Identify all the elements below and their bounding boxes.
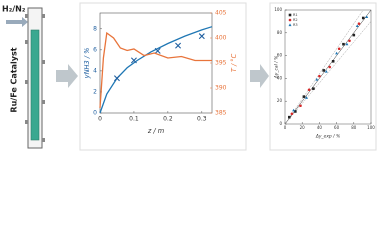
- x-tick-label: 80: [351, 125, 357, 130]
- y-tick-label: 100: [274, 7, 282, 12]
- plot-frame: [284, 9, 372, 125]
- data-point: [175, 42, 182, 49]
- flow-arrow: [56, 64, 78, 88]
- x-tick-label: 40: [317, 125, 323, 130]
- data-point: [302, 95, 306, 98]
- y-axis-label: yNH3 / %: [83, 48, 91, 80]
- y2-tick-label: 405: [215, 10, 227, 17]
- data-point: [299, 104, 302, 108]
- data-point: [288, 115, 291, 119]
- data-point: [154, 47, 161, 54]
- feed-label: H₂/N₂: [2, 5, 26, 14]
- data-point: [355, 24, 359, 28]
- y-tick-label: 40: [277, 75, 283, 80]
- data-point: [337, 47, 341, 51]
- data-point: [357, 22, 361, 25]
- data-point: [312, 87, 315, 90]
- data-point: [348, 39, 351, 43]
- x-tick-label: 0: [284, 125, 287, 130]
- x-tick-label: 0.2: [163, 116, 173, 123]
- data-point: [130, 57, 137, 64]
- y-tick-label: 80: [277, 30, 283, 35]
- panel: [79, 2, 247, 151]
- y-tick-label: 2: [93, 88, 97, 95]
- legend-label: R3: [293, 23, 298, 27]
- lower-bound: [284, 21, 372, 125]
- data-point: [335, 51, 339, 55]
- x-tick-label: 20: [300, 125, 306, 130]
- data-point: [290, 112, 294, 116]
- y-tick-label: 6: [93, 46, 97, 53]
- x-axis-label: Δy_exp / %: [315, 134, 340, 140]
- data-point: [345, 42, 349, 46]
- data-point: [292, 108, 296, 112]
- x-tick-label: 0: [98, 116, 102, 123]
- catalyst-label: Ru/Fe Catalyst: [10, 47, 19, 112]
- data-point: [365, 15, 369, 18]
- data-point: [198, 33, 205, 40]
- x-tick-label: 0.3: [197, 116, 207, 123]
- x-tick-label: 100: [367, 125, 375, 130]
- y2-tick-label: 395: [215, 60, 227, 67]
- flow-arrow: [250, 64, 269, 88]
- data-point: [305, 96, 308, 99]
- data-point: [324, 69, 328, 73]
- data-point: [322, 69, 325, 72]
- y-tick-label: 60: [277, 53, 283, 58]
- y-tick-label: 0: [93, 110, 97, 117]
- y2-tick-label: 385: [215, 110, 227, 117]
- reactor: [25, 7, 45, 149]
- data-point: [113, 75, 120, 82]
- data-point: [331, 60, 335, 63]
- data-point: [288, 13, 292, 17]
- upper-bound: [284, 9, 364, 125]
- data-point: [315, 77, 319, 81]
- graphical-abstract: H₂/N₂ Ru/Fe Catalyst 0 0.1 0.2 0.3 0 2 4 6 8 385 3…: [2, 2, 377, 151]
- panel: [269, 2, 377, 151]
- data-point: [288, 18, 292, 22]
- x-tick-label: 60: [334, 125, 340, 130]
- legend-label: R1: [293, 13, 298, 17]
- data-point: [288, 23, 292, 27]
- data-line: [99, 31, 212, 109]
- y-tick-label: 4: [93, 67, 97, 74]
- data-point: [318, 74, 321, 78]
- x-tick-label: 0.1: [129, 116, 139, 123]
- data-point: [352, 33, 356, 37]
- y2-tick-label: 390: [215, 85, 227, 92]
- y-tick-label: 0: [279, 121, 282, 126]
- y-tick-label: 20: [277, 98, 283, 103]
- feed-arrow: [6, 17, 28, 27]
- data-point: [361, 16, 365, 20]
- y-axis-label: Δy_cal / %: [274, 56, 280, 80]
- y2-axis-label: T / °C: [230, 53, 238, 72]
- y-tick-label: 8: [93, 25, 97, 32]
- parity-line: [284, 9, 372, 125]
- data-point: [328, 65, 332, 69]
- y2-tick-label: 400: [215, 35, 227, 42]
- data-point: [342, 42, 345, 46]
- data-point: [294, 110, 297, 113]
- data-point: [307, 88, 311, 92]
- x-axis-label: z / m: [147, 127, 164, 135]
- legend-label: R2: [293, 18, 298, 22]
